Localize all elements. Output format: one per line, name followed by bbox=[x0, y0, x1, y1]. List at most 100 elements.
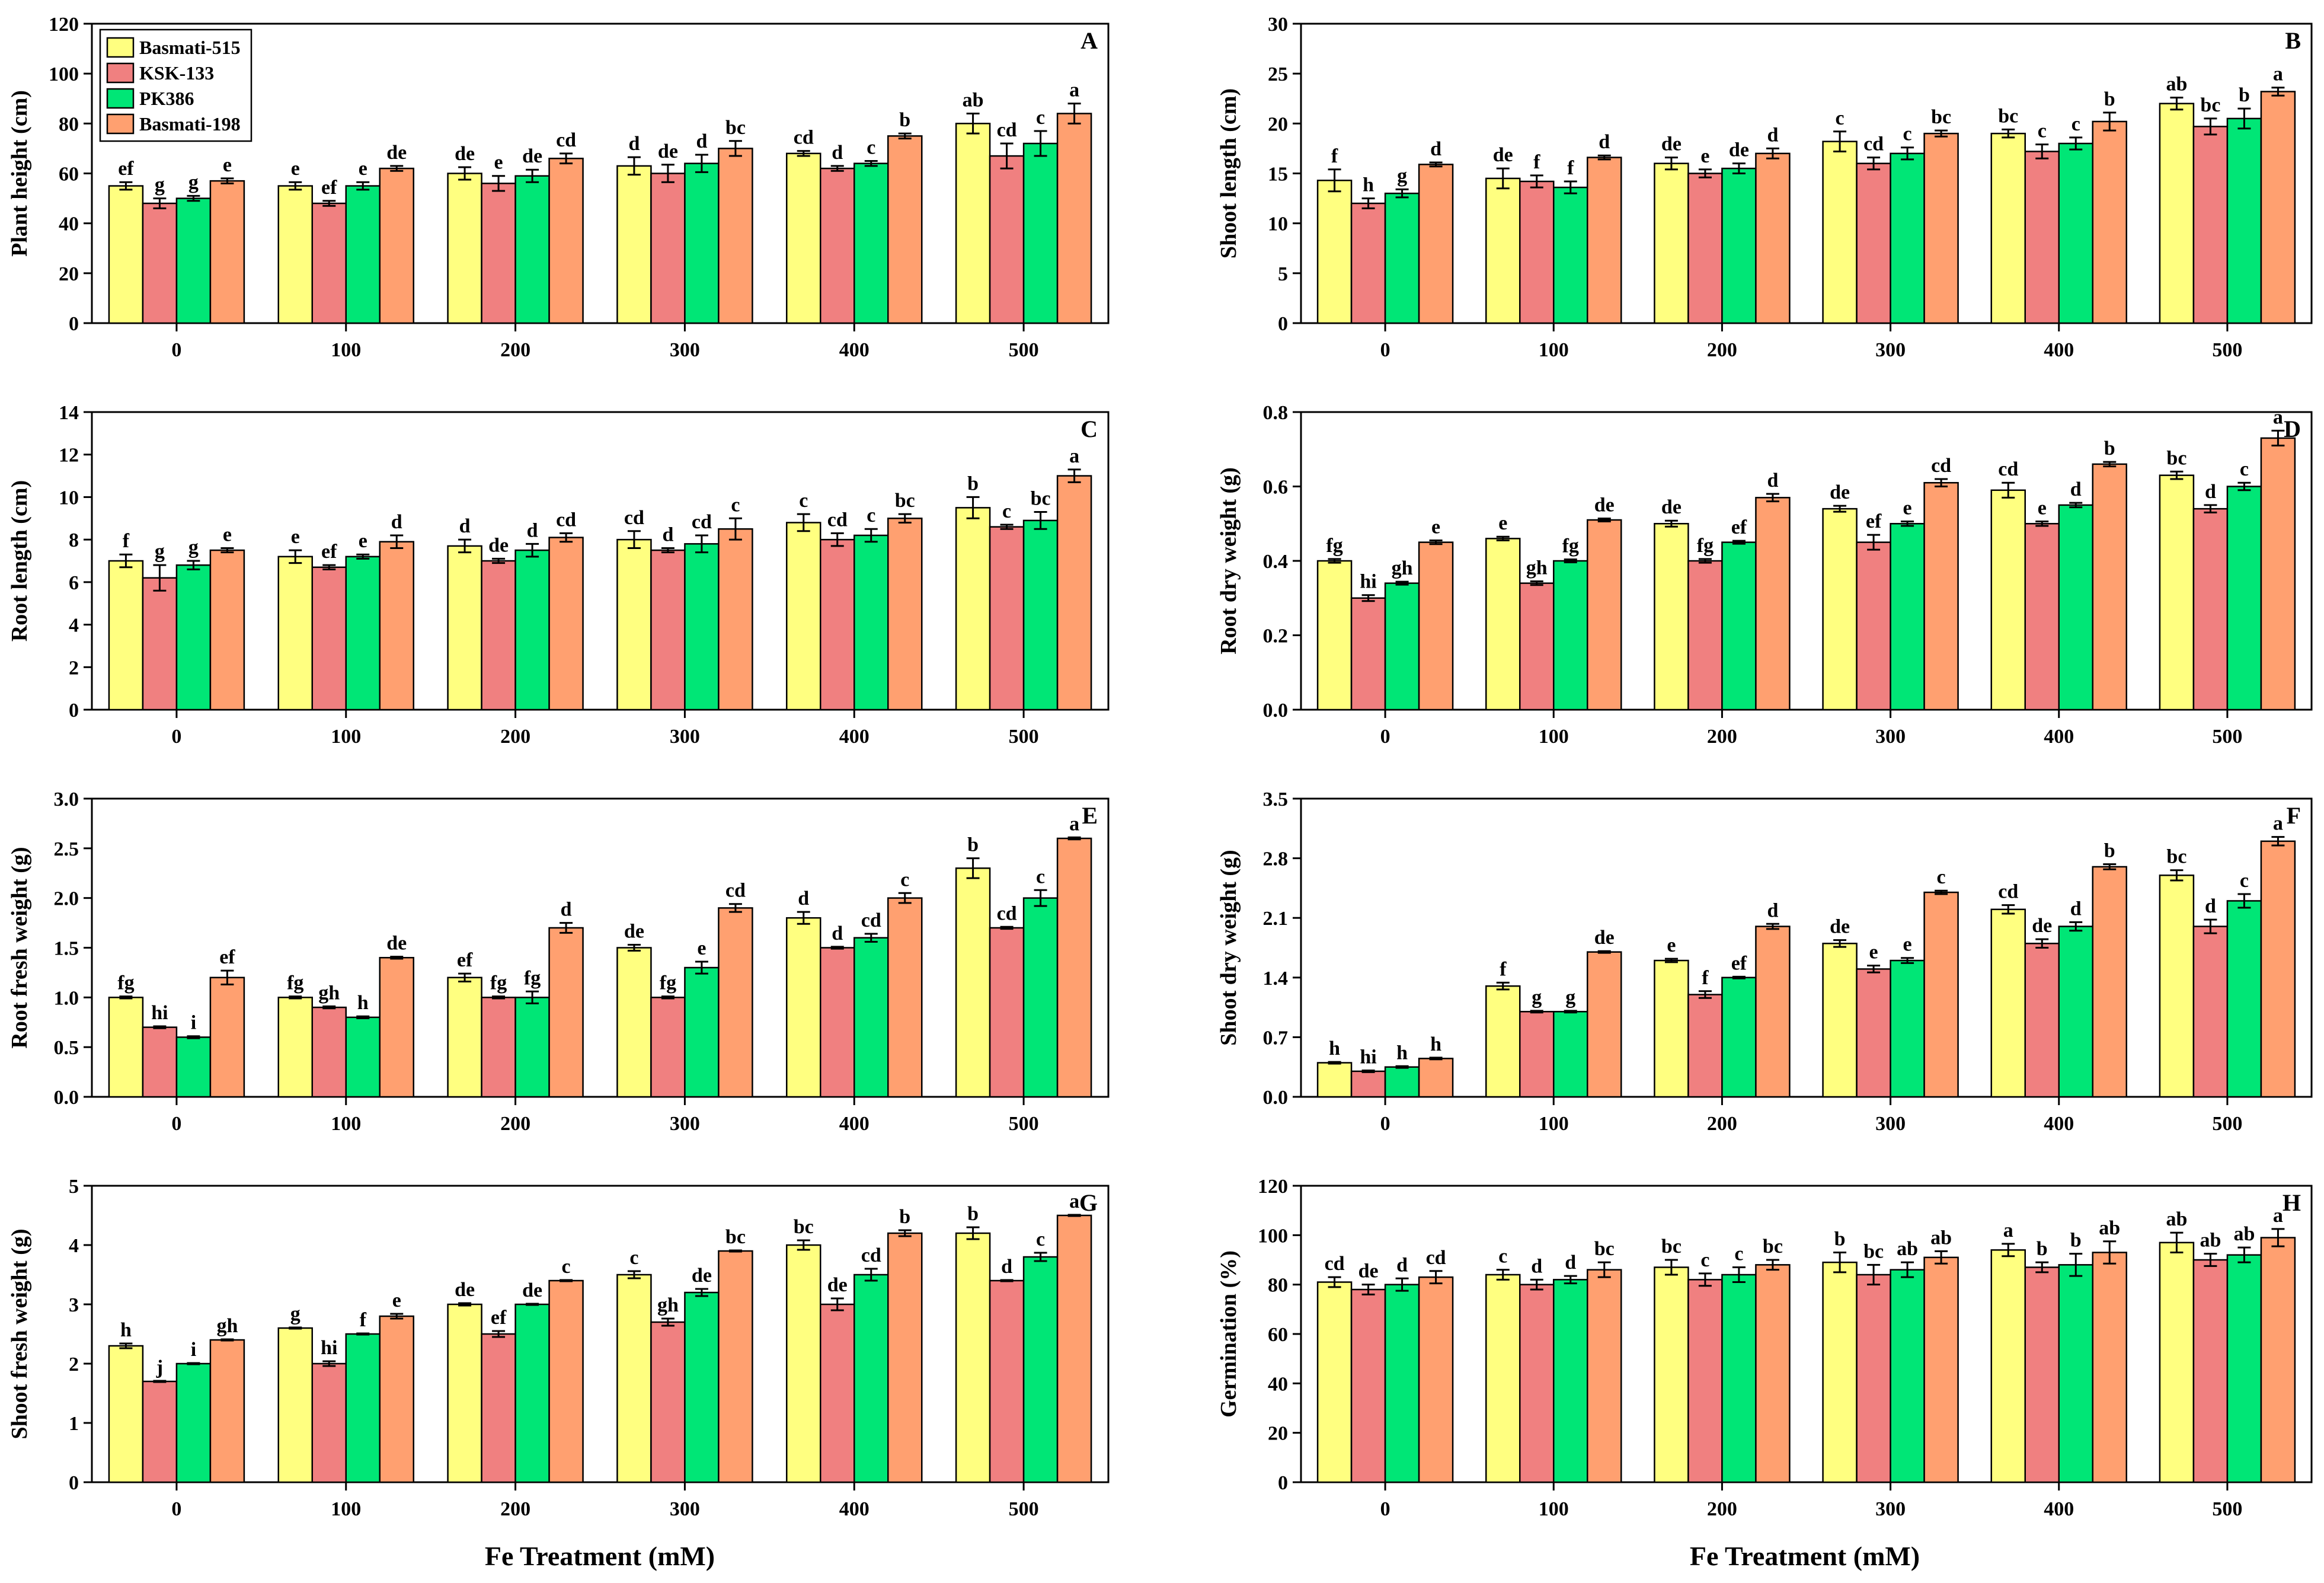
y-tick-label: 1.4 bbox=[1263, 968, 1289, 990]
bar bbox=[1553, 560, 1588, 711]
significance-letter: fg bbox=[1326, 535, 1342, 557]
x-tick-label: 100 bbox=[1539, 726, 1569, 748]
bar bbox=[1553, 1011, 1588, 1098]
significance-letter: j bbox=[156, 1357, 163, 1378]
bar bbox=[1022, 897, 1059, 1098]
y-axis-label: Shoot dry weight (g) bbox=[1216, 850, 1241, 1045]
bar bbox=[955, 123, 991, 324]
significance-letter: i bbox=[191, 1339, 196, 1361]
bar bbox=[142, 1380, 178, 1483]
bar bbox=[2192, 1259, 2229, 1483]
bar bbox=[853, 534, 889, 711]
significance-letter: bc bbox=[1031, 488, 1051, 510]
significance-letter: de bbox=[1493, 144, 1513, 166]
bar bbox=[1721, 976, 1757, 1098]
bar bbox=[548, 537, 584, 711]
bar bbox=[514, 997, 550, 1098]
y-tick-label: 4 bbox=[69, 615, 79, 637]
bar bbox=[1022, 519, 1059, 711]
significance-letter: fg bbox=[1562, 535, 1579, 557]
bar bbox=[786, 152, 821, 324]
x-tick-label: 0 bbox=[171, 339, 181, 361]
x-tick-label: 0 bbox=[171, 726, 181, 748]
significance-letter: de bbox=[522, 145, 542, 167]
significance-letter: b bbox=[967, 834, 979, 856]
bar bbox=[684, 1291, 720, 1483]
bar bbox=[2159, 103, 2195, 324]
significance-letter: cd bbox=[997, 119, 1017, 141]
bar bbox=[2092, 866, 2127, 1098]
bar bbox=[2092, 463, 2127, 711]
y-tick-label: 0.0 bbox=[1263, 1087, 1289, 1109]
significance-letter: cd bbox=[1325, 1253, 1345, 1275]
bar bbox=[616, 947, 652, 1098]
bar bbox=[820, 1303, 855, 1483]
legend-label: Basmati-515 bbox=[139, 37, 241, 58]
significance-letter: c bbox=[799, 490, 808, 512]
bar bbox=[1890, 523, 1925, 711]
y-axis-label: Root fresh weight (g) bbox=[7, 847, 32, 1048]
significance-letter: de bbox=[1594, 494, 1615, 516]
y-tick-label: 5 bbox=[69, 1176, 79, 1198]
y-tick-label: 3.5 bbox=[1263, 789, 1289, 810]
bar bbox=[1687, 994, 1723, 1098]
bar bbox=[379, 957, 414, 1098]
significance-letter: ab bbox=[2099, 1217, 2120, 1239]
significance-letter: cd bbox=[997, 902, 1017, 924]
significance-letter: g bbox=[188, 537, 199, 558]
bar bbox=[786, 917, 821, 1098]
bar bbox=[1485, 985, 1521, 1098]
significance-letter: ef bbox=[1731, 952, 1747, 974]
bar bbox=[1316, 1062, 1353, 1098]
y-tick-label: 15 bbox=[1268, 164, 1288, 186]
significance-letter: e bbox=[291, 158, 300, 180]
bar bbox=[1316, 1281, 1353, 1483]
x-tick-label: 100 bbox=[1539, 1498, 1569, 1520]
significance-letter: c bbox=[1700, 1249, 1709, 1271]
bar bbox=[616, 1274, 652, 1483]
significance-letter: fg bbox=[1697, 535, 1714, 557]
significance-letter: bc bbox=[1931, 106, 1951, 128]
significance-letter: c bbox=[1036, 866, 1045, 888]
significance-letter: d bbox=[1599, 131, 1610, 153]
bar bbox=[1755, 1264, 1791, 1483]
significance-letter: c bbox=[2038, 120, 2047, 142]
significance-letter: c bbox=[867, 505, 875, 526]
significance-letter: ab bbox=[963, 90, 984, 111]
significance-letter: c bbox=[2072, 113, 2080, 135]
bar bbox=[345, 556, 381, 711]
significance-letter: ef bbox=[219, 946, 235, 968]
significance-letter: ef bbox=[457, 949, 473, 971]
bar bbox=[887, 518, 923, 711]
bar bbox=[1056, 475, 1092, 711]
bar bbox=[108, 560, 144, 711]
significance-letter: ab bbox=[1897, 1238, 1918, 1260]
bar bbox=[1721, 1274, 1757, 1483]
bar bbox=[2192, 508, 2229, 711]
x-tick-label: 300 bbox=[1875, 339, 1906, 361]
x-tick-label: 400 bbox=[2044, 339, 2074, 361]
x-tick-label: 100 bbox=[331, 339, 361, 361]
bar bbox=[1022, 142, 1059, 324]
bar bbox=[1721, 541, 1757, 711]
significance-letter: e bbox=[392, 1290, 401, 1311]
bar bbox=[1890, 1269, 1925, 1483]
significance-letter: ab bbox=[1930, 1227, 1952, 1249]
bar bbox=[277, 997, 313, 1098]
bar bbox=[2226, 900, 2262, 1098]
significance-letter: ab bbox=[2200, 1230, 2221, 1252]
significance-letter: b bbox=[899, 109, 910, 131]
bar bbox=[1418, 1058, 1454, 1098]
significance-letter: c bbox=[562, 1256, 571, 1278]
x-tick-label: 0 bbox=[1380, 1498, 1390, 1520]
significance-letter: cd bbox=[556, 129, 576, 151]
bar bbox=[887, 1232, 923, 1483]
bar bbox=[684, 162, 720, 324]
significance-letter: ab bbox=[2233, 1223, 2255, 1245]
bar bbox=[887, 135, 923, 324]
significance-letter: c bbox=[1937, 866, 1946, 888]
significance-letter: g bbox=[155, 541, 165, 563]
legend-label: PK386 bbox=[139, 88, 194, 109]
